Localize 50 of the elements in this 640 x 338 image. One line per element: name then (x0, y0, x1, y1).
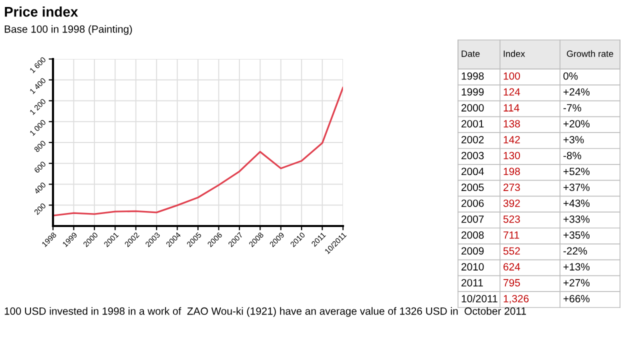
chart-title: Price index (4, 6, 78, 17)
text: 0% (563, 72, 578, 80)
text: +43% (564, 200, 590, 207)
category-label: 10/2011 (462, 294, 498, 302)
text: +33% (564, 215, 590, 223)
category-label: 2003 (462, 152, 484, 160)
text: +27% (564, 279, 590, 286)
category-label: 2001 (462, 120, 484, 128)
text: 100 (504, 72, 520, 80)
category-label: 2002 (462, 136, 484, 144)
text: Index (504, 50, 525, 57)
text: 124 (504, 88, 520, 96)
text: +35% (564, 231, 590, 239)
text: +52% (564, 168, 590, 176)
text: 198 (504, 168, 520, 176)
text: +24% (564, 88, 590, 96)
category-label: 2005 (462, 184, 484, 192)
text: +13% (564, 263, 590, 271)
category-label: 2009 (462, 247, 484, 255)
text: 711 (504, 231, 520, 239)
text: -7% (563, 104, 582, 112)
category-label: 2007 (462, 215, 484, 223)
text: 795 (504, 279, 520, 286)
text: +66% (564, 294, 590, 302)
text: 392 (503, 200, 520, 207)
text: -8% (563, 152, 582, 160)
text: Date (462, 50, 480, 57)
text: 100 USD invested in 1998 in a work of ZAO Wou-ki (1921) have an average value of 1326 USD in October 2011 (4, 307, 526, 317)
text: 523 (503, 215, 520, 223)
text: +37% (564, 184, 590, 192)
text: 552 (503, 247, 520, 255)
text: 624 (504, 263, 520, 271)
category-label: 2000 (462, 104, 484, 112)
text: 1,326 (504, 294, 529, 304)
category-label: 2006 (462, 200, 484, 207)
category-label: 2010 (462, 263, 484, 271)
category-label: 2011 (462, 279, 483, 286)
text: 273 (504, 184, 520, 192)
text: 114 (504, 104, 520, 112)
category-label: 1998 (462, 72, 484, 80)
text: +3% (564, 136, 584, 144)
text: -22% (563, 247, 587, 255)
chart-subtitle: Base 100 in 1998 (Painting) (4, 25, 132, 35)
text: +20% (564, 120, 590, 128)
text: 142 (504, 136, 520, 144)
text: Growth rate (566, 50, 614, 57)
category-label: 1999 (462, 88, 484, 96)
category-label: 2004 (462, 168, 484, 176)
text: 130 (504, 152, 520, 160)
text: 138 (504, 120, 520, 128)
